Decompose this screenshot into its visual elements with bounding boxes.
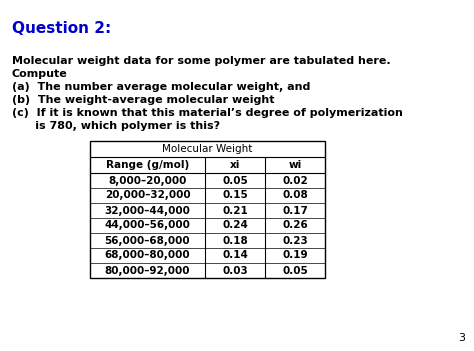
Text: 44,000–56,000: 44,000–56,000 [105, 220, 191, 231]
Text: 0.02: 0.02 [282, 176, 308, 185]
Text: 68,000–80,000: 68,000–80,000 [105, 251, 191, 260]
Text: (c)  If it is known that this material’s degree of polymerization: (c) If it is known that this material’s … [12, 108, 403, 118]
Text: 32,000–44,000: 32,000–44,000 [105, 205, 191, 216]
Text: Range (g/mol): Range (g/mol) [106, 160, 189, 170]
Text: Molecular Weight: Molecular Weight [162, 144, 253, 154]
Text: 0.03: 0.03 [222, 265, 248, 276]
Text: 80,000–92,000: 80,000–92,000 [105, 265, 190, 276]
Text: 0.26: 0.26 [282, 220, 308, 231]
Text: Molecular weight data for some polymer are tabulated here.: Molecular weight data for some polymer a… [12, 56, 391, 66]
Text: Compute: Compute [12, 69, 68, 79]
Text: 3: 3 [458, 333, 465, 343]
Text: xi: xi [230, 160, 240, 170]
Text: (a)  The number average molecular weight, and: (a) The number average molecular weight,… [12, 82, 310, 92]
Text: 20,000–32,000: 20,000–32,000 [105, 191, 191, 200]
Text: 0.05: 0.05 [282, 265, 308, 276]
Text: 0.19: 0.19 [282, 251, 308, 260]
Text: 0.21: 0.21 [222, 205, 248, 216]
Text: 0.14: 0.14 [222, 251, 248, 260]
Text: is 780, which polymer is this?: is 780, which polymer is this? [12, 121, 220, 131]
Text: 8,000–20,000: 8,000–20,000 [109, 176, 187, 185]
Text: wi: wi [288, 160, 301, 170]
Bar [90, 141, 325, 278]
Text: 0.23: 0.23 [282, 236, 308, 245]
Text: 0.17: 0.17 [282, 205, 308, 216]
Text: 0.05: 0.05 [222, 176, 248, 185]
Text: 0.15: 0.15 [222, 191, 248, 200]
Text: Question 2:: Question 2: [12, 21, 111, 36]
Text: 0.08: 0.08 [282, 191, 308, 200]
Text: 0.24: 0.24 [222, 220, 248, 231]
Text: 0.18: 0.18 [222, 236, 248, 245]
Text: 56,000–68,000: 56,000–68,000 [105, 236, 191, 245]
Text: (b)  The weight-average molecular weight: (b) The weight-average molecular weight [12, 95, 274, 105]
